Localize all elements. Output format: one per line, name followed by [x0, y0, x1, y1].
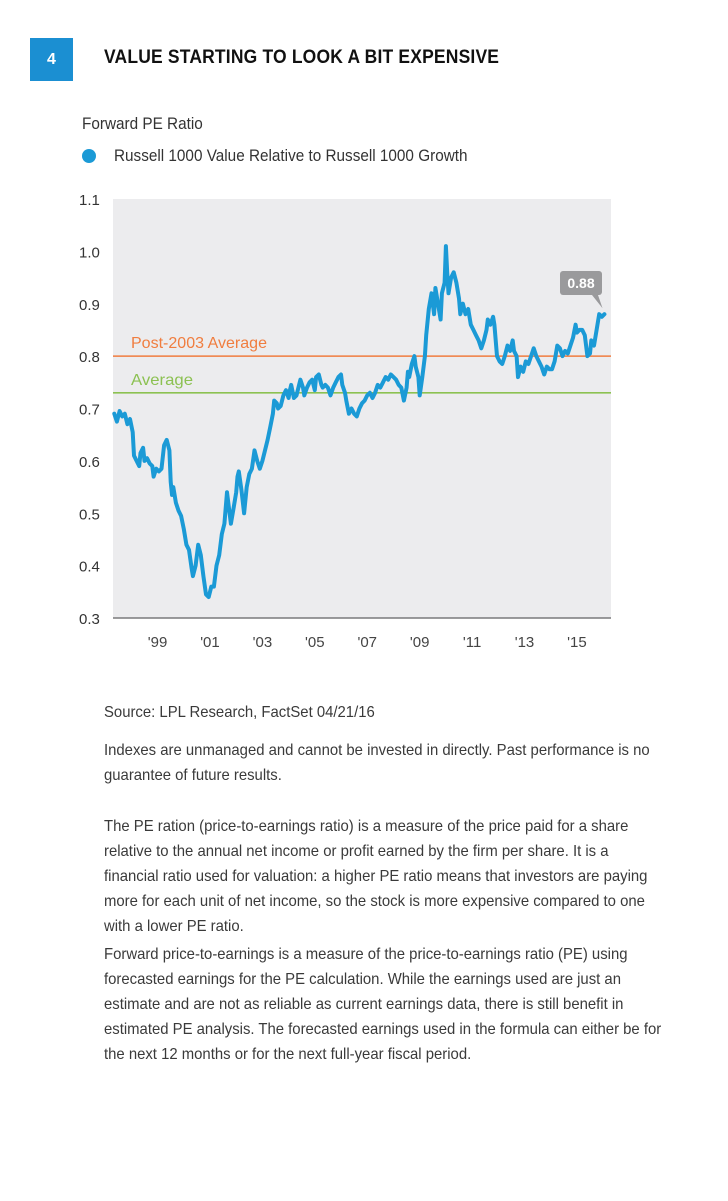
- disclaimer: Indexes are unmanaged and cannot be inve…: [104, 738, 662, 788]
- reference-line-label: Average: [131, 372, 193, 389]
- value-callout-box: [560, 271, 602, 295]
- figure-number-badge: 4: [30, 38, 73, 81]
- legend-marker-icon: [82, 149, 96, 163]
- y-tick-label: 0.8: [79, 349, 100, 366]
- source-text: Source: LPL Research, FactSet 04/21/16: [104, 704, 375, 721]
- disclaimer-text: Indexes are unmanaged and cannot be inve…: [104, 742, 650, 784]
- series-line: [112, 244, 607, 599]
- chart-legend: Russell 1000 Value Relative to Russell 1…: [82, 146, 507, 166]
- y-tick-label: 0.7: [79, 402, 100, 419]
- legend-label: Russell 1000 Value Relative to Russell 1…: [114, 146, 468, 165]
- chart-source: Source: LPL Research, FactSet 04/21/16: [104, 700, 662, 725]
- line-chart: Post-2003 Average Average 0.3 0.4 0.5 0.6 0.7…: [79, 192, 611, 651]
- x-tick-label: '03: [253, 634, 273, 651]
- reference-line-label: Post-2003 Average: [131, 335, 267, 352]
- y-tick-label: 0.9: [79, 297, 100, 314]
- x-tick-label: '07: [357, 634, 377, 651]
- value-callout-label: 0.88: [567, 275, 594, 291]
- paragraph-1: The PE ration (price-to-earnings ratio) …: [104, 818, 648, 935]
- x-tick-label: '01: [200, 634, 220, 651]
- x-tick-label: '11: [463, 634, 481, 651]
- plot-area: [113, 199, 611, 618]
- pe-ratio-definition: The PE ration (price-to-earnings ratio) …: [104, 814, 662, 939]
- forward-pe-definition: Forward price-to-earnings is a measure o…: [104, 942, 662, 1067]
- y-tick-label: 0.4: [79, 559, 100, 576]
- y-tick-label: 1.0: [79, 244, 100, 261]
- y-tick-label: 0.3: [79, 611, 100, 628]
- x-tick-label: '05: [305, 634, 325, 651]
- x-tick-label: '13: [515, 634, 535, 651]
- x-tick-label: '15: [567, 634, 587, 651]
- figure-title: VALUE STARTING TO LOOK A BIT EXPENSIVE: [104, 47, 500, 68]
- x-tick-label: '09: [410, 634, 430, 651]
- paragraph-2: Forward price-to-earnings is a measure o…: [104, 946, 662, 1063]
- chart-title: Forward PE Ratio: [82, 114, 203, 133]
- y-tick-label: 0.6: [79, 454, 100, 471]
- x-tick-label: '99: [148, 634, 168, 651]
- y-tick-label: 1.1: [79, 192, 100, 209]
- value-callout-pointer: [592, 295, 603, 309]
- y-tick-label: 0.5: [79, 506, 100, 523]
